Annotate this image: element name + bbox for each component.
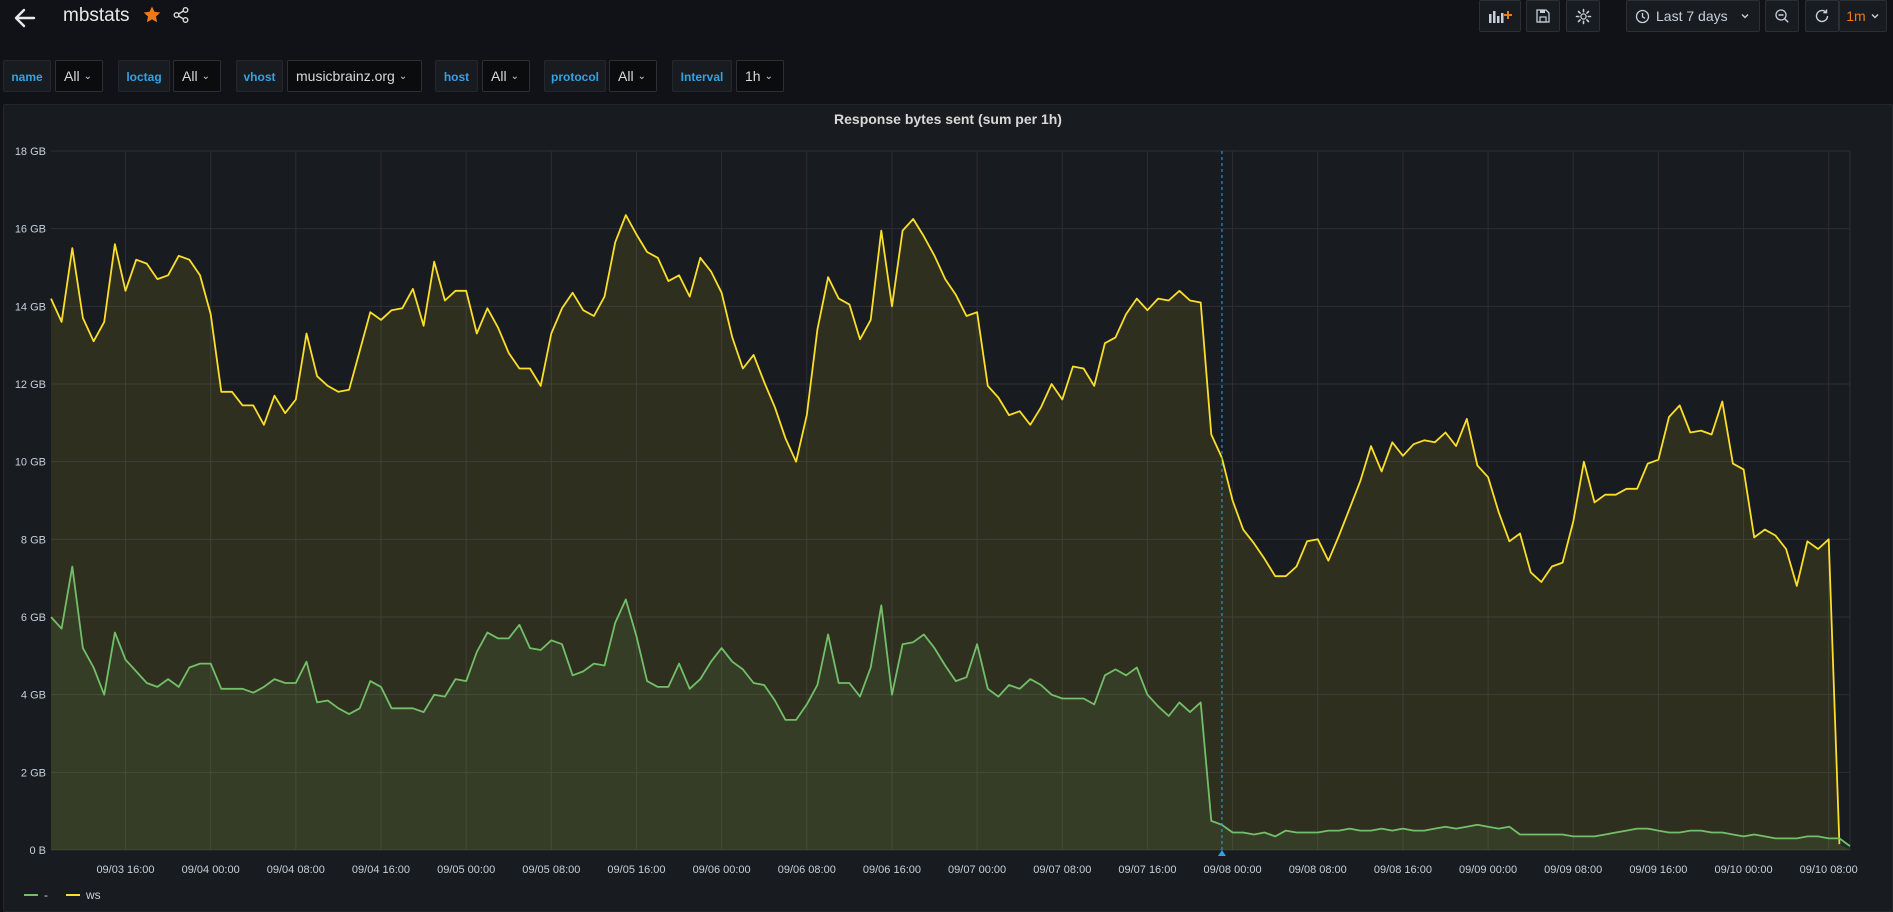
x-tick-label: 09/05 00:00 [437, 864, 495, 876]
chevron-down-icon: ⌄ [510, 70, 519, 82]
y-tick-label: 8 GB [21, 534, 46, 546]
y-tick-label: 14 GB [15, 301, 46, 313]
variable-value: All [618, 68, 634, 84]
series-area-dash [51, 566, 1850, 850]
star-icon[interactable] [142, 5, 162, 25]
variable-value: 1h [745, 68, 761, 84]
clock-icon [1635, 9, 1650, 24]
y-tick-label: 10 GB [15, 457, 46, 469]
y-tick-label: 0 B [29, 845, 46, 857]
series-line-ws [50, 214, 1841, 845]
y-tick-label: 16 GB [15, 224, 46, 236]
legend-label: ws [86, 888, 101, 902]
back-arrow-icon[interactable] [12, 5, 38, 31]
chart-legend: - ws [24, 888, 101, 902]
chevron-down-icon: ⌄ [637, 70, 646, 82]
x-tick-label: 09/09 16:00 [1629, 864, 1687, 876]
x-tick-label: 09/04 00:00 [182, 864, 240, 876]
variable-select-vhost[interactable]: musicbrainz.org ⌄ [287, 60, 422, 92]
chevron-down-icon [1740, 11, 1750, 21]
y-tick-label: 6 GB [21, 612, 46, 624]
time-range-label: Last 7 days [1656, 8, 1728, 24]
save-dashboard-button[interactable] [1526, 0, 1560, 32]
variable-select-protocol[interactable]: All ⌄ [609, 60, 657, 92]
x-tick-label: 09/09 08:00 [1544, 864, 1602, 876]
zoom-out-icon [1774, 8, 1790, 24]
variable-label-loctag[interactable]: loctag [118, 60, 170, 92]
legend-label: - [44, 888, 48, 902]
annotation-marker [1217, 850, 1226, 856]
add-panel-icon [1487, 8, 1513, 24]
refresh-interval-picker[interactable]: 1m [1839, 0, 1887, 32]
x-tick-label: 09/09 00:00 [1459, 864, 1517, 876]
save-icon [1535, 8, 1551, 24]
chevron-down-icon [1870, 11, 1880, 21]
dashboard-title[interactable]: mbstats [63, 5, 130, 26]
y-tick-label: 2 GB [21, 767, 46, 779]
series-line-dash [50, 565, 1851, 847]
x-tick-label: 09/08 08:00 [1289, 864, 1347, 876]
refresh-interval-label: 1m [1846, 8, 1866, 24]
zoom-out-button[interactable] [1765, 0, 1799, 32]
x-tick-label: 09/10 00:00 [1714, 864, 1772, 876]
legend-swatch [66, 894, 80, 896]
y-tick-label: 4 GB [21, 690, 46, 702]
variable-value: All [182, 68, 198, 84]
variable-select-interval[interactable]: 1h ⌄ [736, 60, 784, 92]
variable-label-vhost[interactable]: vhost [236, 60, 283, 92]
chevron-down-icon: ⌄ [201, 70, 210, 82]
chevron-down-icon: ⌄ [83, 70, 92, 82]
x-tick-label: 09/07 16:00 [1118, 864, 1176, 876]
x-tick-label: 09/06 08:00 [778, 864, 836, 876]
x-tick-label: 09/06 16:00 [863, 864, 921, 876]
x-tick-label: 09/04 08:00 [267, 864, 325, 876]
time-range-picker[interactable]: Last 7 days [1626, 0, 1760, 32]
variable-value: All [64, 68, 80, 84]
panel-title[interactable]: Response bytes sent (sum per 1h) [834, 111, 1062, 127]
x-tick-label: 09/07 00:00 [948, 864, 1006, 876]
refresh-icon [1814, 8, 1830, 24]
share-icon[interactable] [172, 6, 190, 24]
add-panel-button[interactable] [1479, 0, 1521, 32]
x-tick-label: 09/07 08:00 [1033, 864, 1091, 876]
variable-label-name[interactable]: name [3, 60, 51, 92]
dashboard-navbar: mbstats Last 7 days [0, 0, 1893, 36]
gear-icon [1575, 8, 1592, 25]
response-bytes-chart[interactable]: 0 B 2 GB 4 GB 6 GB 8 GB 10 GB 12 GB 14 GB 16 GB 1… [4, 105, 1892, 885]
variable-label-host[interactable]: host [435, 60, 478, 92]
chevron-down-icon: ⌄ [764, 70, 773, 82]
series-area-ws [51, 215, 1850, 851]
legend-item-dash[interactable]: - [24, 888, 48, 902]
y-tick-label: 12 GB [15, 379, 46, 391]
y-tick-label: 18 GB [15, 146, 46, 158]
chevron-down-icon: ⌄ [398, 70, 408, 82]
variable-select-name[interactable]: All ⌄ [55, 60, 103, 92]
dashboard-settings-button[interactable] [1566, 0, 1600, 32]
variable-label-protocol[interactable]: protocol [544, 60, 606, 92]
x-tick-label: 09/08 00:00 [1204, 864, 1262, 876]
x-tick-label: 09/10 08:00 [1800, 864, 1858, 876]
legend-item-ws[interactable]: ws [66, 888, 101, 902]
legend-swatch [24, 894, 38, 896]
variable-select-host[interactable]: All ⌄ [482, 60, 530, 92]
x-tick-label: 09/05 08:00 [522, 864, 580, 876]
x-tick-label: 09/08 16:00 [1374, 864, 1432, 876]
x-tick-label: 09/05 16:00 [607, 864, 665, 876]
variable-select-loctag[interactable]: All ⌄ [173, 60, 221, 92]
variable-value: musicbrainz.org [296, 68, 395, 84]
x-tick-label: 09/03 16:00 [96, 864, 154, 876]
x-tick-label: 09/04 16:00 [352, 864, 410, 876]
template-variables-bar: name All ⌄ loctag All ⌄ vhost musicbrainz.… [3, 60, 1893, 92]
x-tick-label: 09/06 00:00 [693, 864, 751, 876]
graph-panel[interactable]: Response bytes sent (sum per 1h) 0 B 2 GB… [3, 104, 1893, 912]
variable-label-interval[interactable]: Interval [672, 60, 732, 92]
refresh-button[interactable] [1805, 0, 1839, 32]
variable-value: All [491, 68, 507, 84]
